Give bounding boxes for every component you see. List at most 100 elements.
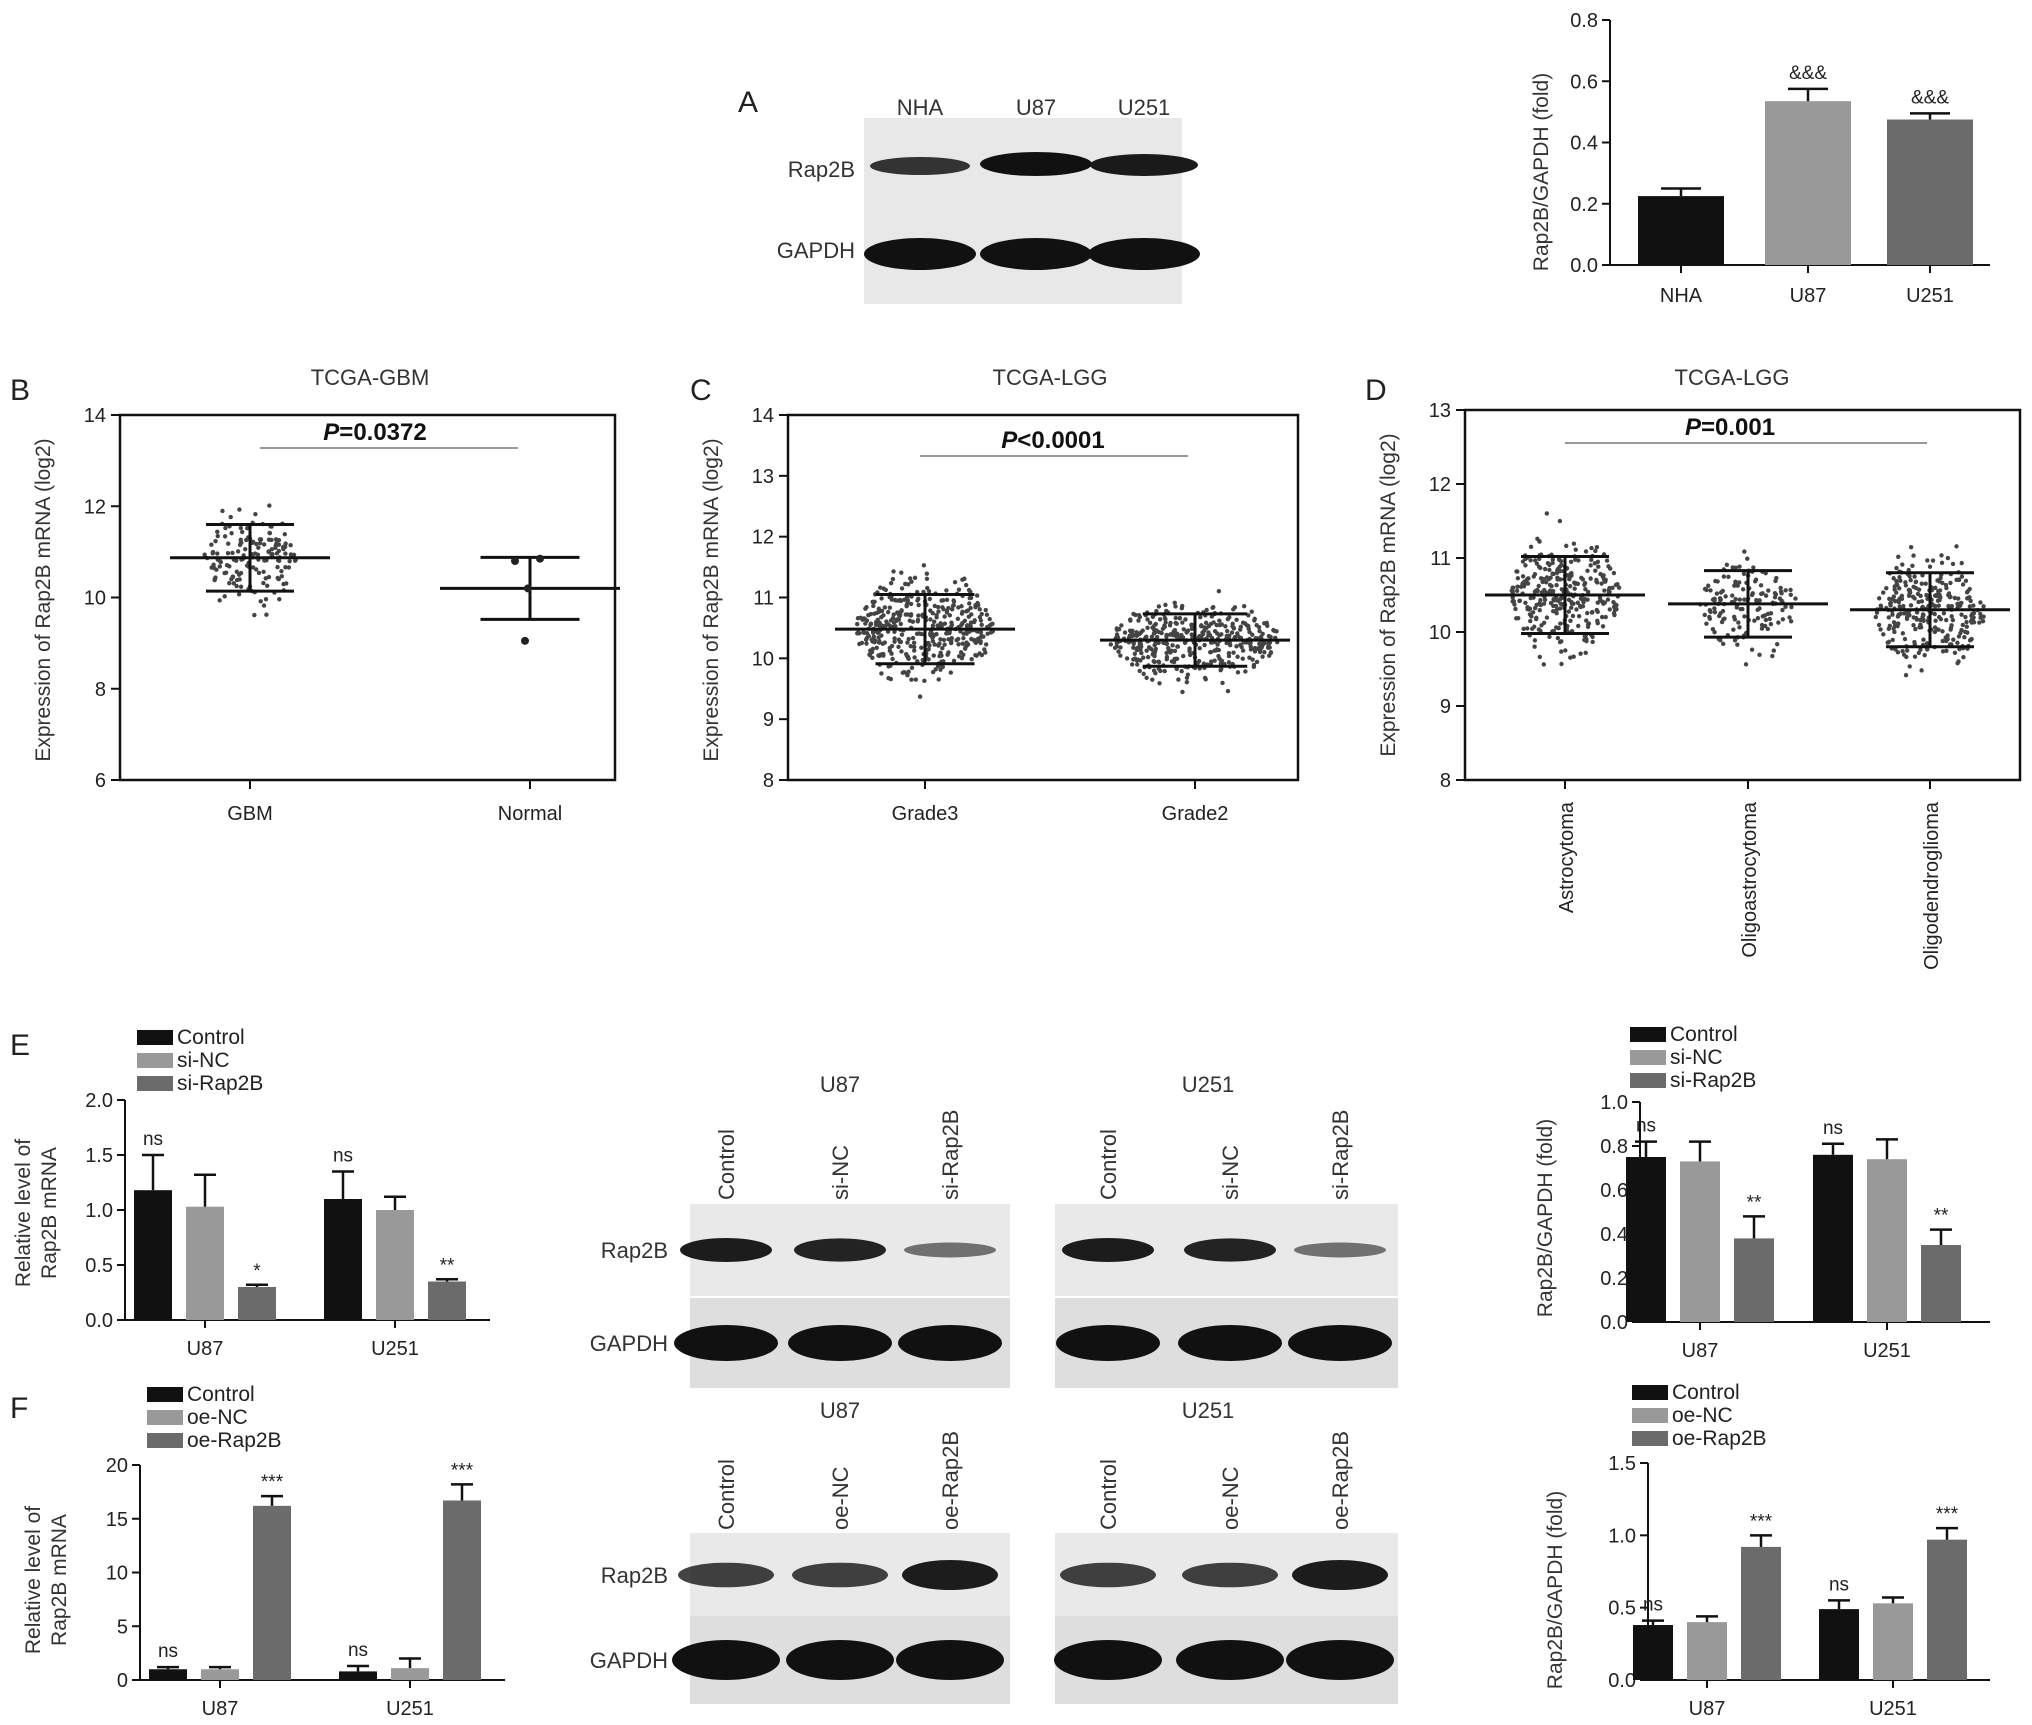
chart-d-data-point bbox=[1568, 618, 1573, 623]
chart-d-data-point bbox=[1572, 586, 1577, 591]
blot-f-lane-label: Control bbox=[714, 1459, 739, 1530]
chart-d-data-point bbox=[1949, 603, 1955, 609]
chart-c-data-point bbox=[1225, 616, 1231, 622]
blot-e-band-rap2b bbox=[1184, 1238, 1276, 1262]
chart-d-data-point bbox=[1936, 627, 1941, 632]
panel-letter-a: A bbox=[738, 86, 758, 119]
chart-c-data-point bbox=[1200, 630, 1205, 635]
chart-d-data-point bbox=[1960, 622, 1966, 628]
chart-b-data-point bbox=[266, 537, 272, 542]
chart-e-mrna-x-tick-label: U87 bbox=[187, 1338, 224, 1360]
chart-c-data-point bbox=[868, 648, 873, 653]
legend-f-mrna-label-1: oe-NC bbox=[187, 1406, 248, 1429]
chart-f-protein-sig-label: *** bbox=[1750, 1511, 1773, 1532]
chart-c-data-point bbox=[1124, 656, 1130, 661]
chart-d-data-point bbox=[1595, 609, 1600, 615]
chart-f-mrna-y-tick-label: 0 bbox=[117, 1670, 128, 1692]
chart-c-data-point bbox=[983, 642, 989, 647]
chart-c-data-point bbox=[1128, 617, 1133, 622]
chart-d-pvalue: P=0.001 bbox=[1685, 414, 1775, 441]
chart-d-data-point bbox=[1946, 591, 1952, 596]
chart-c-data-point bbox=[988, 630, 994, 635]
chart-d-data-point bbox=[1570, 613, 1576, 619]
chart-d-data-point bbox=[1912, 574, 1917, 579]
chart-d-data-point bbox=[1897, 575, 1902, 580]
chart-d-data-point bbox=[1525, 626, 1530, 631]
chart-d-data-point bbox=[1774, 642, 1780, 647]
chart-b-data-point bbox=[282, 544, 288, 549]
chart-c-data-point bbox=[870, 599, 875, 604]
chart-d-data-point bbox=[1553, 625, 1559, 630]
chart-c-data-point bbox=[902, 597, 907, 602]
chart-d-data-point bbox=[1964, 624, 1969, 629]
chart-c-data-point bbox=[1198, 624, 1204, 629]
chart-d-ylabel: Expression of Rap2B mRNA (log2) bbox=[1377, 433, 1400, 756]
chart-b-data-point bbox=[287, 558, 292, 564]
blot-e-band-rap2b bbox=[1062, 1238, 1154, 1262]
chart-c-data-point bbox=[907, 576, 913, 581]
chart-c-data-point bbox=[888, 676, 894, 682]
chart-f-mrna-bar bbox=[391, 1668, 429, 1680]
chart-d-data-point bbox=[1907, 664, 1912, 669]
chart-d-data-point bbox=[1780, 607, 1785, 613]
chart-d-data-point bbox=[1949, 614, 1954, 619]
chart-c-data-point bbox=[1259, 645, 1264, 650]
chart-c-data-point bbox=[1168, 620, 1173, 626]
chart-c-data-point bbox=[1131, 645, 1136, 650]
chart-c-data-point bbox=[941, 637, 947, 643]
chart-c-data-point bbox=[940, 645, 945, 651]
chart-c-data-point bbox=[1156, 630, 1162, 635]
chart-c-data-point bbox=[1114, 644, 1119, 649]
blot-f-cell-label: U251 bbox=[1182, 1398, 1235, 1423]
chart-e-mrna-ylabel-1: Relative level of bbox=[12, 1139, 35, 1287]
chart-c-data-point bbox=[1153, 670, 1158, 676]
chart-d-data-point bbox=[1726, 574, 1731, 580]
chart-d-data-point bbox=[1551, 603, 1556, 609]
blot-e-band-gapdh bbox=[674, 1325, 778, 1361]
chart-d-data-point bbox=[1876, 596, 1882, 601]
chart-d-data-point bbox=[1545, 561, 1551, 566]
chart-d-data-point bbox=[1596, 564, 1601, 569]
chart-d-data-point bbox=[1915, 591, 1921, 597]
chart-b-data-point bbox=[264, 612, 269, 617]
chart-f-protein-ylabel: Rap2B/GAPDH (fold) bbox=[1544, 1491, 1567, 1689]
chart-d-data-point bbox=[1890, 637, 1895, 643]
chart-c-data-point bbox=[1162, 668, 1167, 674]
chart-b-data-point bbox=[274, 551, 280, 556]
chart-c-data-point bbox=[1235, 654, 1240, 659]
chart-d-data-point bbox=[1903, 580, 1908, 585]
chart-c-data-point bbox=[1250, 657, 1255, 662]
chart-e-protein-y-tick-label: 0.0 bbox=[1600, 1312, 1628, 1334]
chart-d-data-point bbox=[1550, 609, 1556, 614]
chart-c-data-point bbox=[934, 615, 939, 620]
chart-d-data-point bbox=[1778, 585, 1783, 591]
chart-d-x-tick-label: Astrocytoma bbox=[1556, 801, 1578, 913]
chart-d-data-point bbox=[1590, 639, 1595, 645]
chart-d-data-point bbox=[1896, 554, 1901, 559]
chart-d-data-point bbox=[1559, 562, 1564, 568]
chart-b-data-point bbox=[277, 597, 282, 602]
chart-d-data-point bbox=[1710, 627, 1716, 632]
chart-d-data-point bbox=[1742, 549, 1747, 554]
chart-d-data-point bbox=[1780, 617, 1786, 622]
chart-d-data-point bbox=[1530, 610, 1536, 615]
chart-d-data-point bbox=[1515, 576, 1521, 581]
chart-d-data-point bbox=[1906, 567, 1911, 573]
chart-c-data-point bbox=[1231, 626, 1237, 631]
chart-b-data-point bbox=[255, 552, 261, 557]
chart-c-data-point bbox=[1214, 631, 1220, 636]
blot-e-cell-label: U251 bbox=[1182, 1072, 1235, 1097]
chart-d-y-tick-label: 10 bbox=[1429, 622, 1451, 644]
chart-d-data-point bbox=[1904, 648, 1910, 653]
chart-d-data-point bbox=[1936, 603, 1941, 608]
chart-d-data-point bbox=[1922, 652, 1927, 658]
chart-e-protein-bar bbox=[1867, 1159, 1907, 1322]
chart-d-data-point bbox=[1949, 623, 1954, 628]
chart-d-data-point bbox=[1768, 621, 1774, 627]
chart-d-data-point bbox=[1896, 621, 1901, 626]
chart-b-data-point bbox=[261, 569, 266, 575]
blot-e-band-gapdh bbox=[898, 1325, 1002, 1361]
chart-d-data-point bbox=[1891, 620, 1897, 625]
chart-d-data-point bbox=[1730, 593, 1735, 598]
